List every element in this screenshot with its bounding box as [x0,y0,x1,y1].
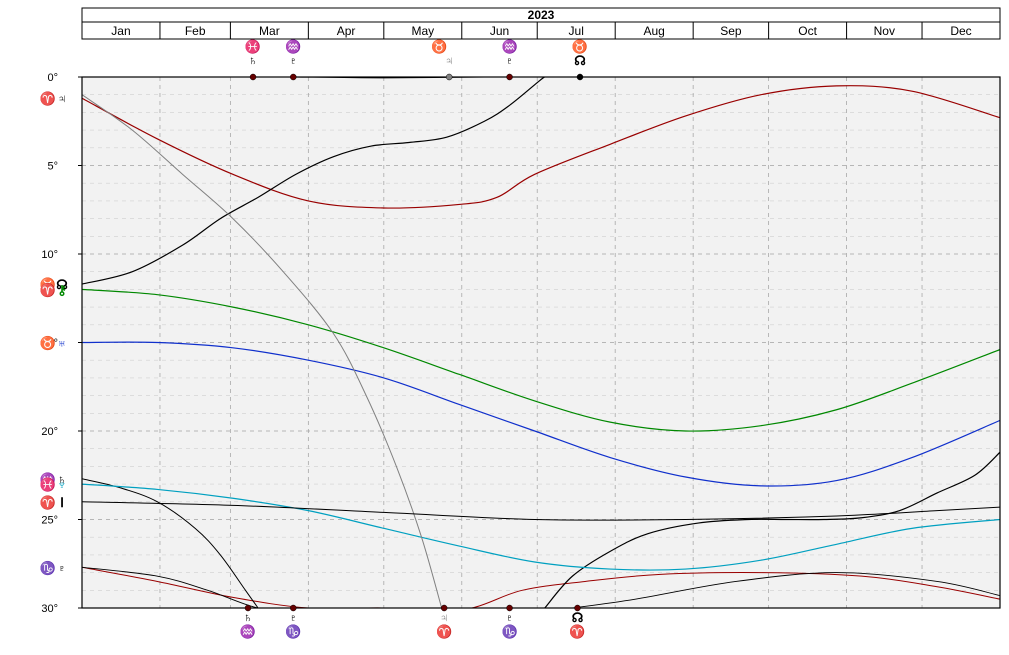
ingress-planet-bottom: ♇ [505,610,515,625]
start-glyph: ♈ [40,282,56,297]
ingress-dot [290,74,296,80]
ingress-planet-top: ♇ [505,53,515,68]
ingress-planet-top: ☊ [574,53,586,68]
month-label: Dec [950,24,971,38]
ingress-sign-bottom: ♈ [436,624,452,639]
ingress-planet-bottom: ♄ [243,610,253,625]
month-label: Jul [569,24,584,38]
month-label: Mar [259,24,280,38]
month-label: Oct [798,24,817,38]
ingress-sign-bottom: ♑ [285,624,301,639]
ingress-planet-top: ♃ [444,53,454,68]
start-glyph: ♈ [40,495,56,510]
y-tick-label: 25° [41,515,58,527]
ingress-dot [577,74,583,80]
start-glyph: ♈ [40,91,56,106]
ingress-dot [574,605,580,611]
ingress-dot [250,74,256,80]
month-label: Apr [337,24,356,38]
ingress-planet-top: ♄ [248,53,258,68]
chart-svg: 2023 Jan Feb Mar Apr May Jun Jul Aug Sep Oct Nov Dec… [0,0,1009,655]
y-tick-label: 30° [41,603,58,615]
start-glyph: ♓ [40,477,56,492]
month-label: Aug [643,24,664,38]
month-label: Nov [874,24,895,38]
y-tick-label: 10° [41,249,58,261]
ingress-dot [507,605,513,611]
month-label: May [411,24,434,38]
ingress-sign-top: ♉ [431,39,447,54]
ingress-sign-bottom: ♒ [240,624,256,639]
ingress-sign-top: ♉ [572,39,588,54]
ingress-planet-bottom: ♃ [439,610,449,625]
y-tick-label: 0° [47,72,58,84]
month-label: Feb [185,24,206,38]
y-tick-label: 5° [47,161,58,173]
ingress-dot [290,605,296,611]
ingress-sign-top: ♒ [501,39,517,54]
start-glyph: ♑ [40,560,56,575]
ephemeris-chart: 2023 Jan Feb Mar Apr May Jun Jul Aug Sep Oct Nov Dec… [0,0,1009,655]
ingress-sign-top: ♓ [245,39,261,54]
ingress-dot [507,74,513,80]
month-label: Jun [490,24,509,38]
ingress-planet-top: ♇ [288,53,298,68]
year-label: 2023 [528,8,555,22]
ingress-sign-bottom: ♈ [569,624,585,639]
ingress-planet-bottom: ☊ [572,610,584,625]
ingress-dot [446,74,452,80]
start-glyph: Ⅰ [60,495,64,510]
start-glyph: ♅ [57,336,67,351]
month-label: Sep [720,24,742,38]
ingress-dot [245,605,251,611]
ingress-sign-top: ♒ [285,39,301,54]
ingress-sign-bottom: ♑ [501,624,517,639]
ingress-planet-bottom: ♇ [288,610,298,625]
month-label: Jan [111,24,130,38]
start-glyph: ⚷ [57,282,67,297]
ingress-dot [441,605,447,611]
start-glyph: ♃ [57,91,67,106]
y-tick-label: 20° [41,426,58,438]
start-glyph: ♇ [57,560,67,575]
start-glyph: ♉ [40,336,56,351]
start-glyph: ♆ [57,477,67,492]
